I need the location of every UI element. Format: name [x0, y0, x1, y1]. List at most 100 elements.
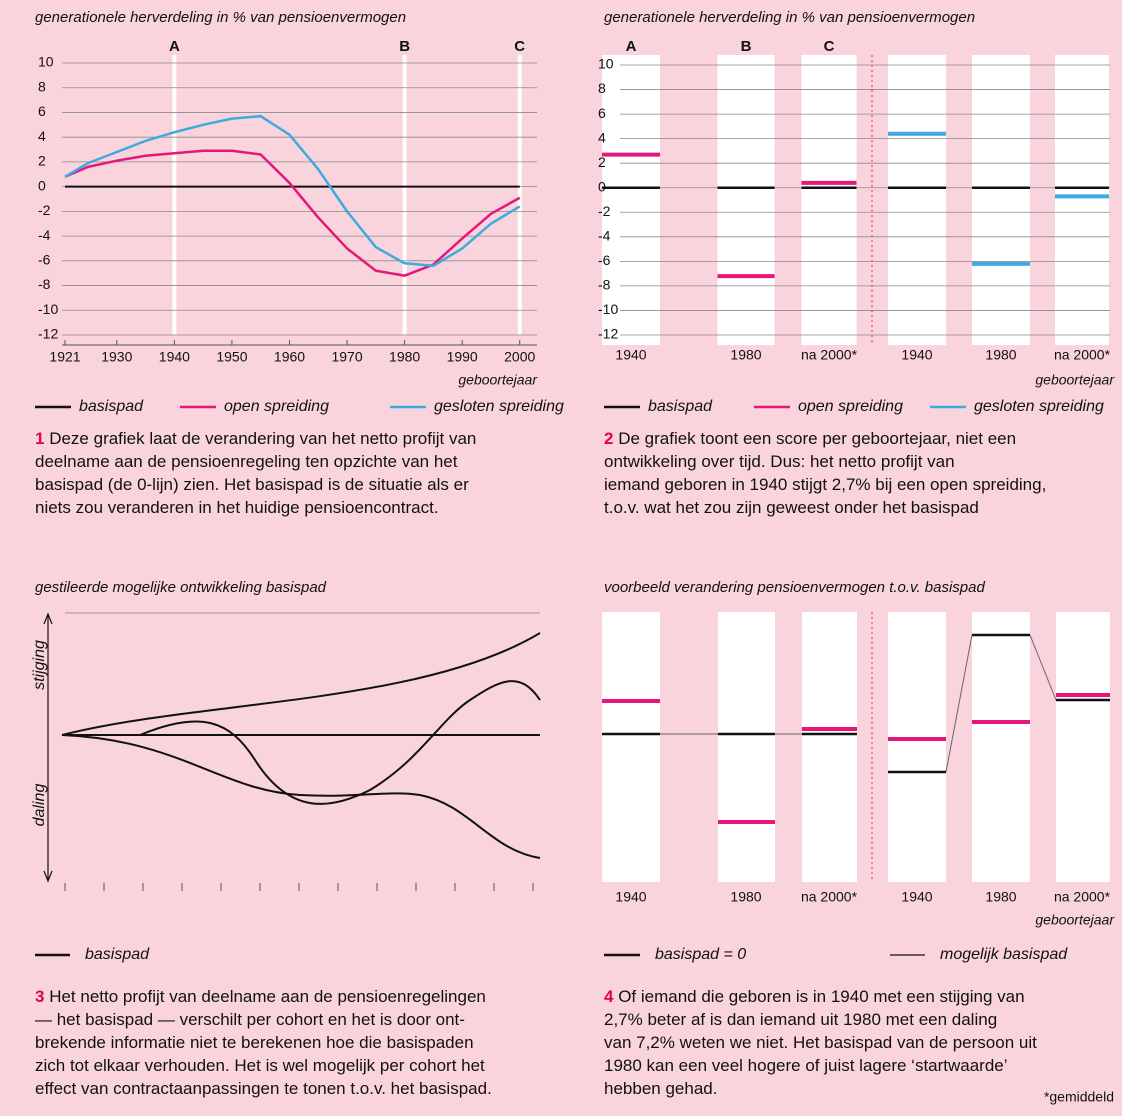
diagram-3: gestileerde mogelijke ontwikkeling basis… — [31, 579, 541, 963]
y-tick-label: -6 — [38, 252, 51, 268]
axis-label: geboortejaar — [1035, 912, 1115, 928]
curve — [61, 734, 541, 859]
y-tick-label: -8 — [38, 276, 51, 292]
marker-label: C — [514, 38, 525, 55]
basis-marks — [602, 633, 1110, 774]
caption-text: 2,7% beter af is dan iemand uit 1980 met… — [604, 1010, 997, 1029]
series-line — [64, 149, 521, 277]
column-label: A — [626, 38, 637, 55]
marker-label: A — [169, 38, 180, 55]
caption-line: 1 Deze grafiek laat de verandering van h… — [35, 429, 476, 448]
caption-text: niets zou veranderen in het huidige pens… — [35, 498, 439, 517]
legend-label: open spreiding — [224, 398, 329, 415]
axis-label: daling — [31, 784, 48, 827]
x-axis-label: geboortejaar — [458, 372, 538, 388]
chart-title: generationele herverdeling in % van pens… — [35, 9, 406, 26]
y-tick-label: 0 — [598, 178, 606, 194]
y-tick-label: -2 — [598, 203, 611, 219]
y-tick-label: -6 — [598, 252, 611, 268]
legend-label: gesloten spreiding — [434, 398, 564, 415]
x-tick-label: 1990 — [447, 349, 478, 365]
category-label: 1940 — [901, 889, 932, 905]
x-tick-label: na 2000* — [1054, 347, 1111, 363]
x-tick-label: 1940 — [615, 347, 646, 363]
caption-text: De grafiek toont een score per geboortej… — [618, 429, 1016, 448]
caption-text: basispad (de 0-lijn) zien. Het basispad … — [35, 475, 469, 494]
y-tick-label: -4 — [38, 227, 51, 243]
column — [972, 55, 1030, 345]
y-tick-label: -4 — [598, 228, 611, 244]
caption-text: 1980 kan een veel hogere of juist lagere… — [604, 1056, 1008, 1075]
caption-text: t.o.v. wat het zou zijn geweest onder he… — [604, 498, 979, 517]
category-label: 1940 — [615, 889, 646, 905]
caption-text: brekende informatie niet te berekenen ho… — [35, 1033, 474, 1052]
y-tick-label: 10 — [598, 56, 614, 72]
x-tick-label: 1980 — [730, 347, 761, 363]
category-label: 1980 — [985, 889, 1016, 905]
caption-line: van 7,2% weten we niet. Het basispad van… — [604, 1033, 1037, 1052]
caption-text: ontwikkeling over tijd. Dus: het netto p… — [604, 452, 955, 471]
caption-line: basispad (de 0-lijn) zien. Het basispad … — [35, 475, 469, 494]
legend-label: open spreiding — [798, 398, 903, 415]
caption-number: 3 — [35, 987, 44, 1006]
caption-line: zich tot elkaar verhouden. Het is wel mo… — [35, 1056, 485, 1075]
chart-title: generationele herverdeling in % van pens… — [604, 9, 975, 26]
x-tick-label: 1950 — [216, 349, 247, 365]
caption-line: niets zou veranderen in het huidige pens… — [35, 498, 439, 517]
y-tick-label: 8 — [38, 78, 46, 94]
caption-text: hebben gehad. — [604, 1079, 717, 1098]
category-label: na 2000* — [1054, 889, 1111, 905]
category-label: na 2000* — [801, 889, 858, 905]
caption-text: Het netto profijt van deelname aan de pe… — [49, 987, 486, 1006]
series-line — [64, 114, 521, 268]
column — [801, 55, 857, 345]
column — [888, 55, 946, 345]
diagram-title: gestileerde mogelijke ontwikkeling basis… — [35, 579, 327, 596]
caption-line: 2 De grafiek toont een score per geboort… — [604, 429, 1016, 448]
y-tick-label: 0 — [38, 177, 46, 193]
open-marks — [602, 693, 1110, 824]
curve — [61, 632, 541, 736]
caption-number: 4 — [604, 987, 614, 1006]
x-tick-label: 1970 — [331, 349, 362, 365]
column — [717, 55, 775, 345]
x-tick-label: 1940 — [901, 347, 932, 363]
column — [1055, 55, 1109, 345]
caption-text: deelname aan de pensioenregeling ten opz… — [35, 452, 458, 471]
y-tick-label: -2 — [38, 202, 51, 218]
y-tick-label: 2 — [598, 154, 606, 170]
legend-label: basispad — [85, 946, 150, 963]
caption-text: Of iemand die geboren is in 1940 met een… — [618, 987, 1024, 1006]
y-tick-label: -10 — [38, 301, 58, 317]
axis-arrows — [43, 612, 53, 883]
y-tick-label: 10 — [38, 54, 54, 70]
caption-line: hebben gehad. — [604, 1079, 717, 1098]
caption-text: zich tot elkaar verhouden. Het is wel mo… — [35, 1056, 485, 1075]
caption-line: ontwikkeling over tijd. Dus: het netto p… — [604, 452, 955, 471]
legend-label: mogelijk basispad — [940, 946, 1068, 963]
footnote: *gemiddeld — [1044, 1089, 1114, 1105]
caption-text: van 7,2% weten we niet. Het basispad van… — [604, 1033, 1037, 1052]
y-tick-label: 4 — [598, 129, 606, 145]
column — [602, 55, 660, 345]
curve — [139, 680, 541, 805]
caption-number: 1 — [35, 429, 44, 448]
y-tick-label: -12 — [38, 326, 58, 342]
caption-text: effect van contractaanpassingen te tonen… — [35, 1079, 492, 1098]
x-tick-label: 1980 — [389, 349, 420, 365]
y-tick-label: 6 — [38, 103, 46, 119]
x-tick-label: 2000 — [504, 349, 535, 365]
caption-text: — het basispad — verschilt per cohort en… — [35, 1010, 465, 1029]
diagram-4: voorbeeld verandering pensioenvermogen t… — [602, 579, 1115, 1105]
caption-text: iemand geboren in 1940 stijgt 2,7% bij e… — [604, 475, 1046, 494]
caption-line: 1980 kan een veel hogere of juist lagere… — [604, 1056, 1008, 1075]
y-tick-label: 8 — [598, 80, 606, 96]
caption-number: 2 — [604, 429, 613, 448]
x-tick-label: 1940 — [159, 349, 190, 365]
caption-line: 3 Het netto profijt van deelname aan de … — [35, 987, 486, 1006]
legend-label: basispad = 0 — [655, 946, 746, 963]
x-tick-label: na 2000* — [801, 347, 858, 363]
y-tick-label: -10 — [598, 301, 618, 317]
connector — [660, 634, 1057, 773]
